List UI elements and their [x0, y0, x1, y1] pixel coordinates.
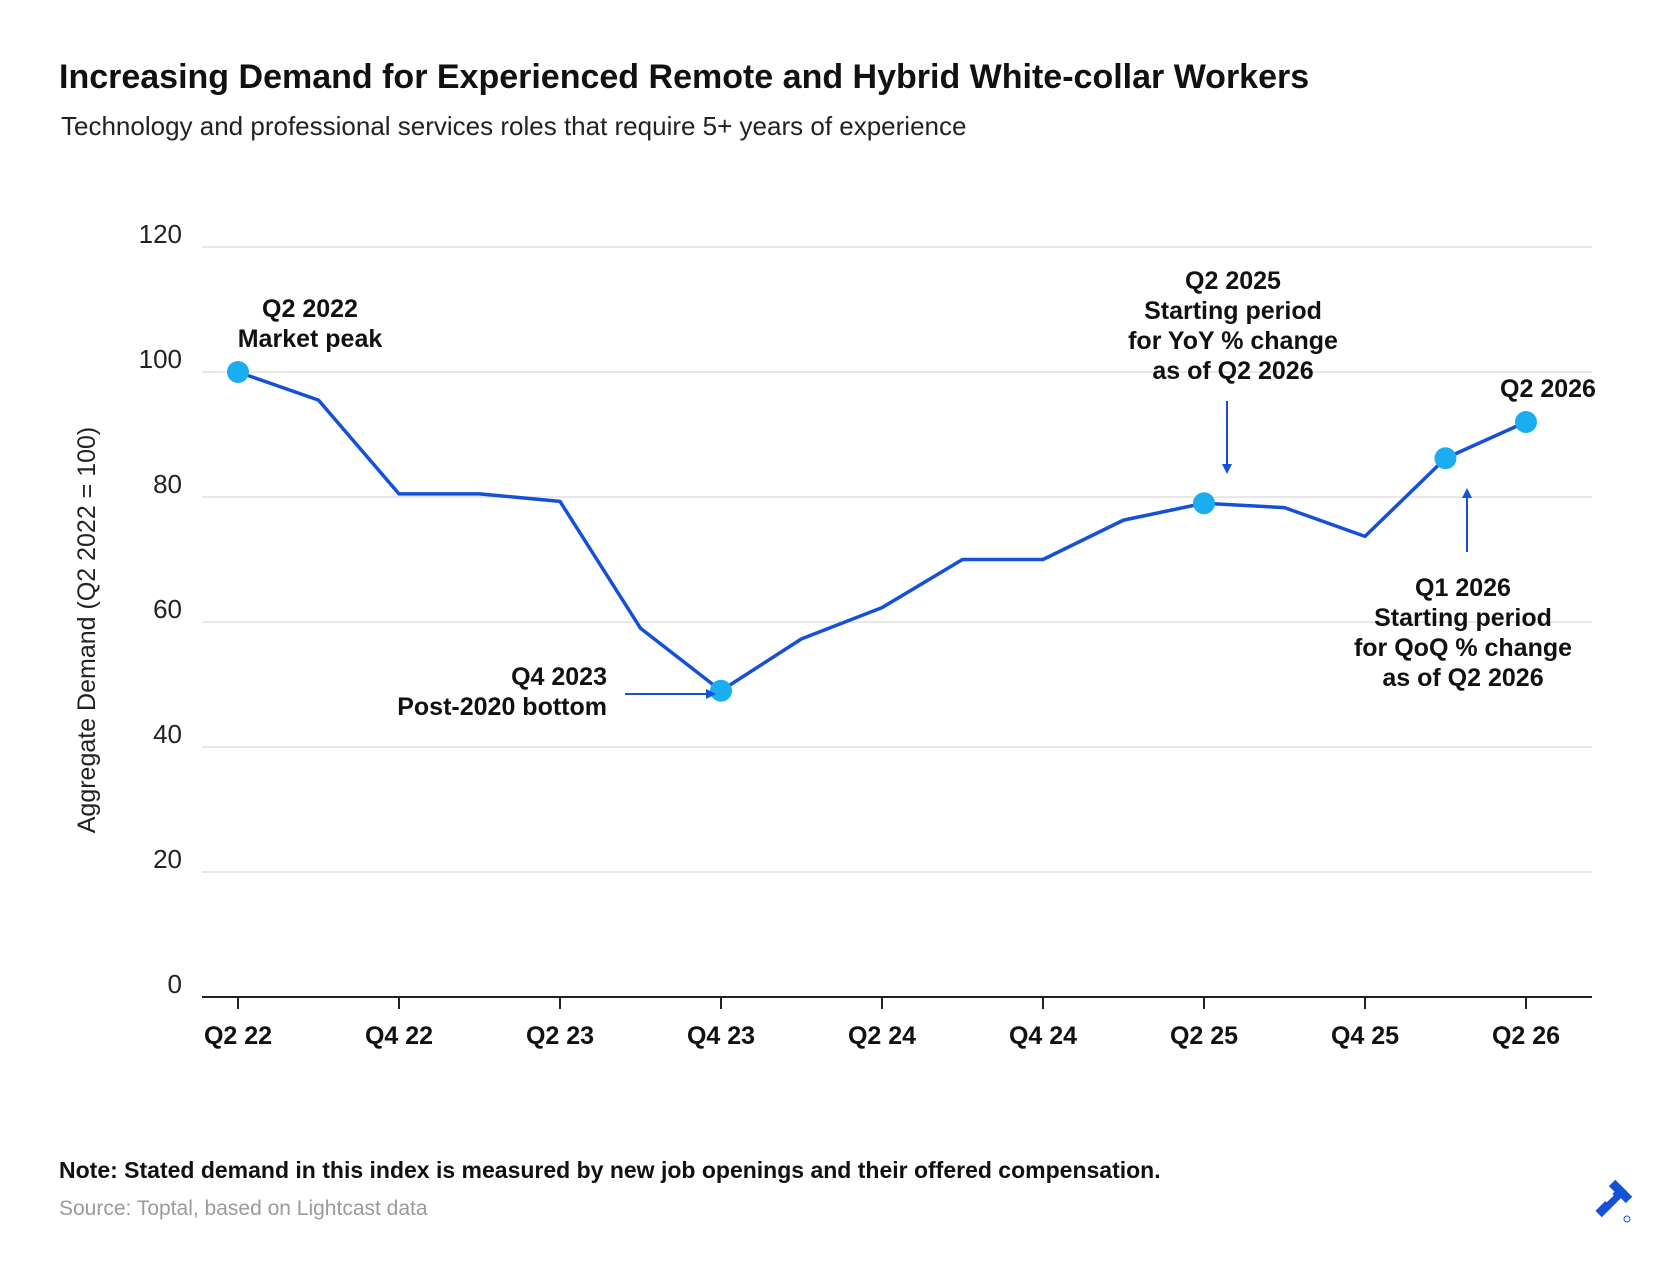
x-tick-label: Q4 24 — [1009, 1022, 1077, 1050]
x-tick-label: Q2 23 — [526, 1022, 594, 1050]
annotation-label: Q1 2026 Starting period for QoQ % change as… — [1354, 574, 1572, 692]
annotation-line: Starting period — [1144, 297, 1322, 325]
annotation-line: for QoQ % change — [1354, 634, 1572, 662]
data-point-marker — [1193, 492, 1215, 515]
annotation-line: Market peak — [238, 325, 383, 353]
data-point-marker — [1515, 411, 1537, 433]
data-point-marker — [1434, 447, 1457, 470]
x-tick-label: Q4 25 — [1331, 1022, 1399, 1050]
y-tick-label: 100 — [139, 344, 182, 374]
x-tick-label: Q2 26 — [1492, 1022, 1560, 1050]
annotation-line: as of Q2 2026 — [1152, 357, 1313, 385]
y-tick-label: 120 — [139, 219, 182, 249]
chart-subtitle: Technology and professional services rol… — [61, 111, 967, 141]
annotation-line: Q2 2025 — [1185, 267, 1281, 295]
data-point-marker — [227, 361, 249, 383]
y-tick-label: 20 — [153, 844, 182, 874]
y-tick-label: 80 — [153, 469, 182, 499]
annotation-line: Q2 2022 — [262, 295, 358, 323]
y-axis-title: Aggregate Demand (Q2 2022 = 100) — [73, 427, 101, 834]
annotation-line: Post-2020 bottom — [397, 693, 607, 721]
annotation-line: Q1 2026 — [1415, 574, 1511, 602]
x-tick-label: Q4 22 — [365, 1022, 433, 1050]
annotation-label: Q2 2026 — [1500, 375, 1596, 403]
toptal-logo-icon — [1595, 1179, 1633, 1223]
data-point-marker — [710, 679, 732, 702]
annotation-label: Q4 2023 Post-2020 bottom — [397, 663, 607, 721]
annotation-line: Q4 2023 — [511, 663, 607, 691]
annotation-label: Q2 2025 Starting period for YoY % change as… — [1128, 267, 1338, 385]
x-tick-label: Q2 25 — [1170, 1022, 1238, 1050]
x-tick-label: Q2 22 — [204, 1022, 272, 1050]
annotation-line: as of Q2 2026 — [1382, 664, 1543, 692]
chart-title: Increasing Demand for Experienced Remote… — [59, 58, 1310, 96]
x-tick-label: Q4 23 — [687, 1022, 755, 1050]
annotation-label: Q2 2022 Market peak — [238, 295, 383, 353]
x-tick-label: Q2 24 — [848, 1022, 916, 1050]
y-tick-label: 60 — [153, 594, 182, 624]
series-line — [236, 370, 1528, 693]
annotation-line: for YoY % change — [1128, 327, 1338, 355]
annotation-line: Starting period — [1374, 604, 1552, 632]
annotation-line: Q2 2026 — [1500, 375, 1596, 403]
y-tick-label: 40 — [153, 719, 182, 749]
y-tick-label: 0 — [168, 969, 182, 999]
chart-note: Note: Stated demand in this index is mea… — [59, 1157, 1161, 1183]
chart-source: Source: Toptal, based on Lightcast data — [59, 1197, 428, 1220]
